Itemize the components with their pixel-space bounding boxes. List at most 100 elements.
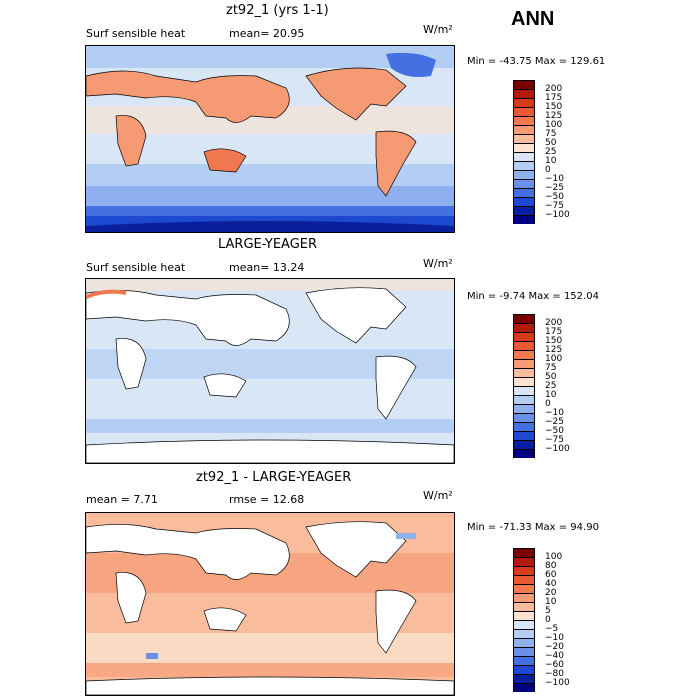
colorbar-swatch — [513, 557, 535, 566]
colorbar-tick-label: 10 — [545, 390, 557, 400]
panel1-colorbar: 200 175 150 125 100 75 50 25 10 0 −10 −25 −50 −75 −100 — [513, 80, 570, 224]
colorbar-swatch — [513, 674, 535, 683]
colorbar-swatch — [513, 656, 535, 665]
colorbar-swatch — [513, 89, 535, 98]
colorbar-tick-label: 175 — [545, 327, 563, 337]
colorbar-swatch — [513, 359, 535, 368]
colorbar-tick-label: 25 — [545, 381, 557, 391]
colorbar-tick-label: −100 — [545, 678, 570, 688]
colorbar-swatch — [513, 431, 535, 440]
colorbar-swatch — [513, 179, 535, 188]
colorbar-swatch — [513, 413, 535, 422]
colorbar-tick-label: −10 — [545, 174, 564, 184]
panel2-map — [85, 278, 455, 464]
colorbar-tick-label: 25 — [545, 147, 557, 157]
colorbar-swatch — [513, 593, 535, 602]
colorbar-tick-label: 150 — [545, 102, 563, 112]
colorbar-tick-label: −100 — [545, 210, 570, 220]
colorbar-swatch — [513, 683, 535, 692]
panel3-minmax: Min = -71.33 Max = 94.90 — [467, 522, 599, 533]
panel1-title: zt92_1 (yrs 1-1) — [226, 3, 329, 18]
colorbar-swatch — [513, 197, 535, 206]
colorbar-tick-label: 20 — [545, 588, 557, 598]
colorbar-tick-label: −40 — [545, 651, 564, 661]
colorbar-tick-label: 60 — [545, 570, 557, 580]
colorbar-tick-label: −60 — [545, 660, 564, 670]
panel2-units: W/m² — [423, 257, 453, 270]
colorbar-swatch — [513, 449, 535, 458]
colorbar-swatch — [513, 647, 535, 656]
colorbar-tick-label: −80 — [545, 669, 564, 679]
colorbar-tick-label: −10 — [545, 633, 564, 643]
colorbar-tick-label: −5 — [545, 624, 559, 634]
colorbar-swatch — [513, 638, 535, 647]
colorbar-swatch — [513, 395, 535, 404]
colorbar-swatch — [513, 548, 535, 557]
colorbar-swatch — [513, 161, 535, 170]
colorbar-swatch — [513, 143, 535, 152]
panel1-map — [85, 45, 455, 233]
colorbar-tick-label: 5 — [545, 606, 551, 616]
colorbar-tick-label: 40 — [545, 579, 557, 589]
colorbar-tick-label: −20 — [545, 642, 564, 652]
colorbar-tick-label: −75 — [545, 201, 564, 211]
colorbar-tick-label: 200 — [545, 318, 563, 328]
colorbar-swatch — [513, 611, 535, 620]
colorbar-tick-label: 75 — [545, 129, 557, 139]
colorbar-tick-label: 125 — [545, 111, 563, 121]
colorbar-tick-label: 50 — [545, 138, 557, 148]
colorbar-swatch — [513, 602, 535, 611]
colorbar-tick-label: 100 — [545, 552, 563, 562]
panel3-title: zt92_1 - LARGE-YEAGER — [196, 470, 352, 485]
colorbar-swatch — [513, 629, 535, 638]
colorbar-swatch — [513, 98, 535, 107]
colorbar-swatch — [513, 368, 535, 377]
colorbar-swatch — [513, 440, 535, 449]
colorbar-swatch — [513, 152, 535, 161]
colorbar-swatch — [513, 116, 535, 125]
colorbar-swatch — [513, 206, 535, 215]
panel2-variable-label: Surf sensible heat — [86, 261, 186, 274]
panel3-map — [85, 512, 455, 696]
colorbar-tick-label: −100 — [545, 444, 570, 454]
colorbar-tick-label: 100 — [545, 120, 563, 130]
colorbar-swatch — [513, 134, 535, 143]
colorbar-swatch — [513, 377, 535, 386]
colorbar-tick-label: 10 — [545, 597, 557, 607]
colorbar-tick-label: 0 — [545, 615, 551, 625]
colorbar-swatch — [513, 620, 535, 629]
panel3-units: W/m² — [423, 489, 453, 502]
colorbar-tick-label: 50 — [545, 372, 557, 382]
colorbar-tick-label: −25 — [545, 417, 564, 427]
colorbar-swatch — [513, 188, 535, 197]
colorbar-tick-label: −50 — [545, 192, 564, 202]
season-label: ANN — [511, 8, 555, 30]
colorbar-tick-label: 150 — [545, 336, 563, 346]
panel1-minmax: Min = -43.75 Max = 129.61 — [467, 56, 606, 67]
colorbar-swatch — [513, 422, 535, 431]
colorbar-swatch — [513, 107, 535, 116]
panel3-rmse-label: rmse = 12.68 — [229, 493, 305, 506]
colorbar-tick-label: 75 — [545, 363, 557, 373]
colorbar-tick-label: 80 — [545, 561, 557, 571]
panel3-colorbar: 100 80 60 40 20 10 5 0 −5 −10 −20 −40 −60 −80 −100 — [513, 548, 570, 692]
colorbar-tick-label: −50 — [545, 426, 564, 436]
colorbar-tick-label: −25 — [545, 183, 564, 193]
panel2-minmax: Min = -9.74 Max = 152.04 — [467, 291, 599, 302]
colorbar-swatch — [513, 386, 535, 395]
panel2-colorbar: 200 175 150 125 100 75 50 25 10 0 −10 −25 −50 −75 −100 — [513, 314, 570, 458]
colorbar-swatch — [513, 341, 535, 350]
colorbar-tick-label: −75 — [545, 435, 564, 445]
panel1-variable-label: Surf sensible heat — [86, 27, 186, 40]
colorbar-swatch — [513, 323, 535, 332]
colorbar-tick-label: 100 — [545, 354, 563, 364]
panel2-title: LARGE-YEAGER — [218, 237, 318, 252]
colorbar-swatch — [513, 314, 535, 323]
colorbar-tick-label: 175 — [545, 93, 563, 103]
colorbar-swatch — [513, 566, 535, 575]
colorbar-swatch — [513, 575, 535, 584]
colorbar-tick-label: −10 — [545, 408, 564, 418]
panel1-mean-label: mean= 20.95 — [229, 27, 305, 40]
colorbar-swatch — [513, 125, 535, 134]
colorbar-tick-label: 0 — [545, 399, 551, 409]
